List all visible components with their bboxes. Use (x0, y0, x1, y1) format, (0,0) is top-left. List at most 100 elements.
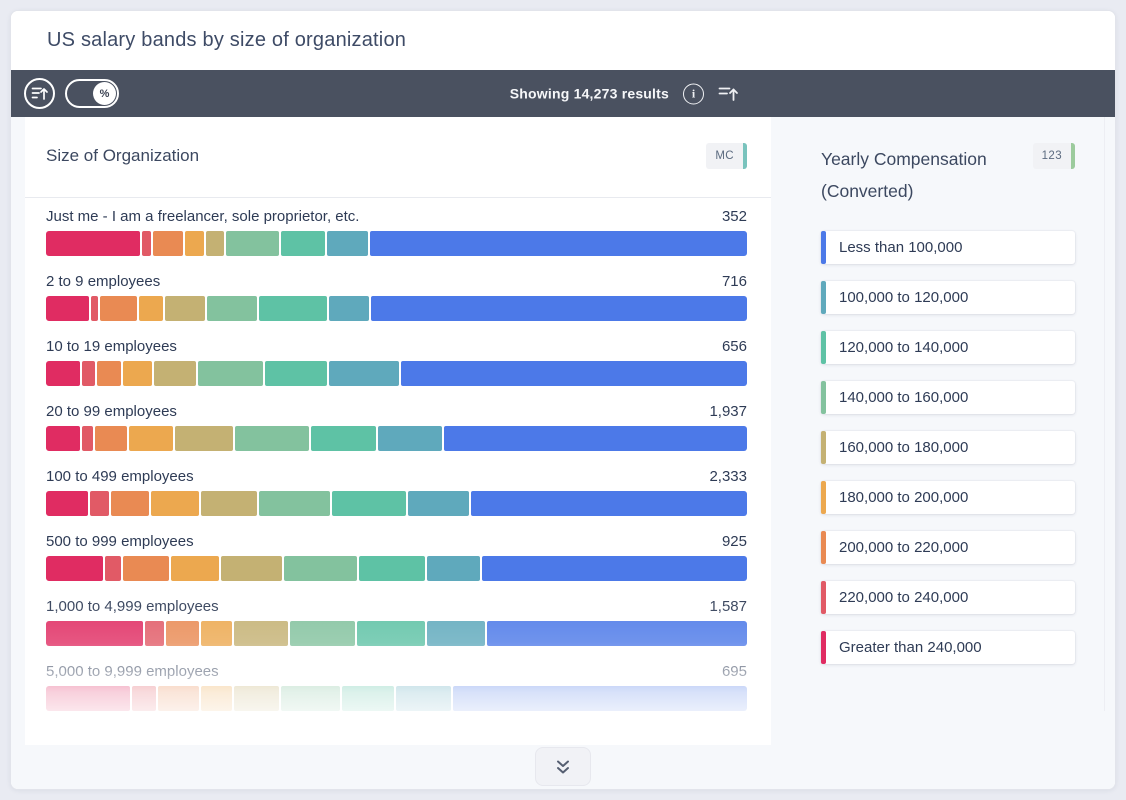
bar-segment[interactable] (225, 231, 279, 256)
sort-order-button[interactable] (24, 78, 55, 109)
bar-segment[interactable] (264, 361, 328, 386)
bar-segment[interactable] (122, 556, 169, 581)
bar-segment[interactable] (359, 556, 426, 581)
bar-segment[interactable] (46, 686, 130, 711)
percent-toggle[interactable]: % (65, 79, 119, 108)
bar-segment[interactable] (327, 231, 369, 256)
legend-item[interactable]: 120,000 to 140,000 (821, 331, 1075, 364)
bar-segment[interactable] (377, 426, 443, 451)
bar-segment[interactable] (470, 491, 748, 516)
mc-badge-strip (743, 143, 747, 169)
bar-segment[interactable] (198, 361, 263, 386)
bar-segment[interactable] (486, 621, 747, 646)
bar-segment[interactable] (284, 556, 358, 581)
legend-item[interactable]: Greater than 240,000 (821, 631, 1075, 664)
legend-color-strip (821, 631, 826, 664)
bar-segment[interactable] (401, 361, 747, 386)
bar-segment[interactable] (138, 296, 163, 321)
bar-segment[interactable] (453, 686, 747, 711)
bar-segment[interactable] (235, 426, 309, 451)
bar-segment[interactable] (280, 231, 326, 256)
bar-segment[interactable] (144, 621, 165, 646)
bar-segment[interactable] (234, 686, 280, 711)
bar-segment[interactable] (170, 556, 220, 581)
bar-segment[interactable] (82, 426, 94, 451)
bar-segment[interactable] (46, 491, 88, 516)
bar-segment[interactable] (329, 361, 400, 386)
bar-segment[interactable] (150, 491, 200, 516)
bar-segment[interactable] (46, 621, 143, 646)
bar-segment[interactable] (174, 426, 234, 451)
legend-item[interactable]: 160,000 to 180,000 (821, 431, 1075, 464)
numeric-badge[interactable]: 123 (1032, 143, 1075, 169)
bar-segment[interactable] (342, 686, 395, 711)
bar-segment[interactable] (95, 426, 128, 451)
bar-segment[interactable] (206, 231, 224, 256)
bar-segment[interactable] (164, 296, 206, 321)
bar-segment[interactable] (46, 296, 90, 321)
bar-segment[interactable] (332, 491, 406, 516)
bar-segment[interactable] (201, 491, 257, 516)
legend-item[interactable]: 140,000 to 160,000 (821, 381, 1075, 414)
row-header: 100 to 499 employees 2,333 (46, 468, 747, 485)
bar-segment[interactable] (100, 296, 137, 321)
bar-segment[interactable] (131, 686, 157, 711)
bar-segment[interactable] (46, 426, 81, 451)
bar-segment[interactable] (281, 686, 341, 711)
bar-segment[interactable] (234, 621, 289, 646)
stacked-bar (46, 361, 747, 386)
sort-ascending-icon (31, 87, 48, 100)
legend-item-label: 180,000 to 200,000 (839, 489, 969, 506)
bar-segment[interactable] (407, 491, 469, 516)
bar-segment[interactable] (370, 231, 748, 256)
bar-segment[interactable] (154, 361, 197, 386)
bar-segment[interactable] (46, 231, 140, 256)
legend-item-label: 200,000 to 220,000 (839, 539, 969, 556)
bar-segment[interactable] (444, 426, 747, 451)
bar-segment[interactable] (207, 296, 257, 321)
bar-segment[interactable] (201, 621, 233, 646)
row-label: 20 to 99 employees (46, 403, 177, 420)
double-chevron-down-icon (557, 760, 569, 773)
bar-segment[interactable] (153, 231, 183, 256)
mc-badge[interactable]: MC (706, 143, 747, 169)
legend-item[interactable]: 220,000 to 240,000 (821, 581, 1075, 614)
legend-item[interactable]: Less than 100,000 (821, 231, 1075, 264)
bar-segment[interactable] (310, 426, 376, 451)
row-label: 1,000 to 4,999 employees (46, 598, 219, 615)
bar-segment[interactable] (104, 556, 121, 581)
legend-items: Less than 100,000 100,000 to 120,000 120… (821, 231, 1075, 664)
bar-segment[interactable] (97, 361, 121, 386)
bar-segment[interactable] (166, 621, 200, 646)
bar-segment[interactable] (184, 231, 205, 256)
bar-segment[interactable] (82, 361, 96, 386)
bar-segment[interactable] (427, 556, 480, 581)
bar-segment[interactable] (396, 686, 452, 711)
bar-segment[interactable] (129, 426, 173, 451)
legend-item[interactable]: 180,000 to 200,000 (821, 481, 1075, 514)
bar-segment[interactable] (356, 621, 426, 646)
bar-segment[interactable] (141, 231, 152, 256)
bar-segment[interactable] (110, 491, 149, 516)
bar-segment[interactable] (46, 556, 103, 581)
bar-segment[interactable] (158, 686, 199, 711)
bar-segment[interactable] (481, 556, 748, 581)
bar-segment[interactable] (89, 491, 109, 516)
bar-segment[interactable] (221, 556, 283, 581)
bar-segment[interactable] (46, 361, 81, 386)
bar-segment[interactable] (200, 686, 233, 711)
scroll-down-button[interactable] (535, 747, 591, 786)
bar-segment[interactable] (427, 621, 485, 646)
bar-segment[interactable] (258, 296, 328, 321)
sort-icon[interactable] (718, 85, 739, 102)
bar-segment[interactable] (290, 621, 355, 646)
legend-item[interactable]: 100,000 to 120,000 (821, 281, 1075, 314)
bar-segment[interactable] (91, 296, 98, 321)
bar-segment[interactable] (329, 296, 369, 321)
table-row: 1,000 to 4,999 employees 1,587 (46, 598, 747, 646)
info-icon[interactable]: i (683, 83, 704, 104)
bar-segment[interactable] (122, 361, 153, 386)
bar-segment[interactable] (258, 491, 330, 516)
bar-segment[interactable] (370, 296, 747, 321)
legend-item[interactable]: 200,000 to 220,000 (821, 531, 1075, 564)
